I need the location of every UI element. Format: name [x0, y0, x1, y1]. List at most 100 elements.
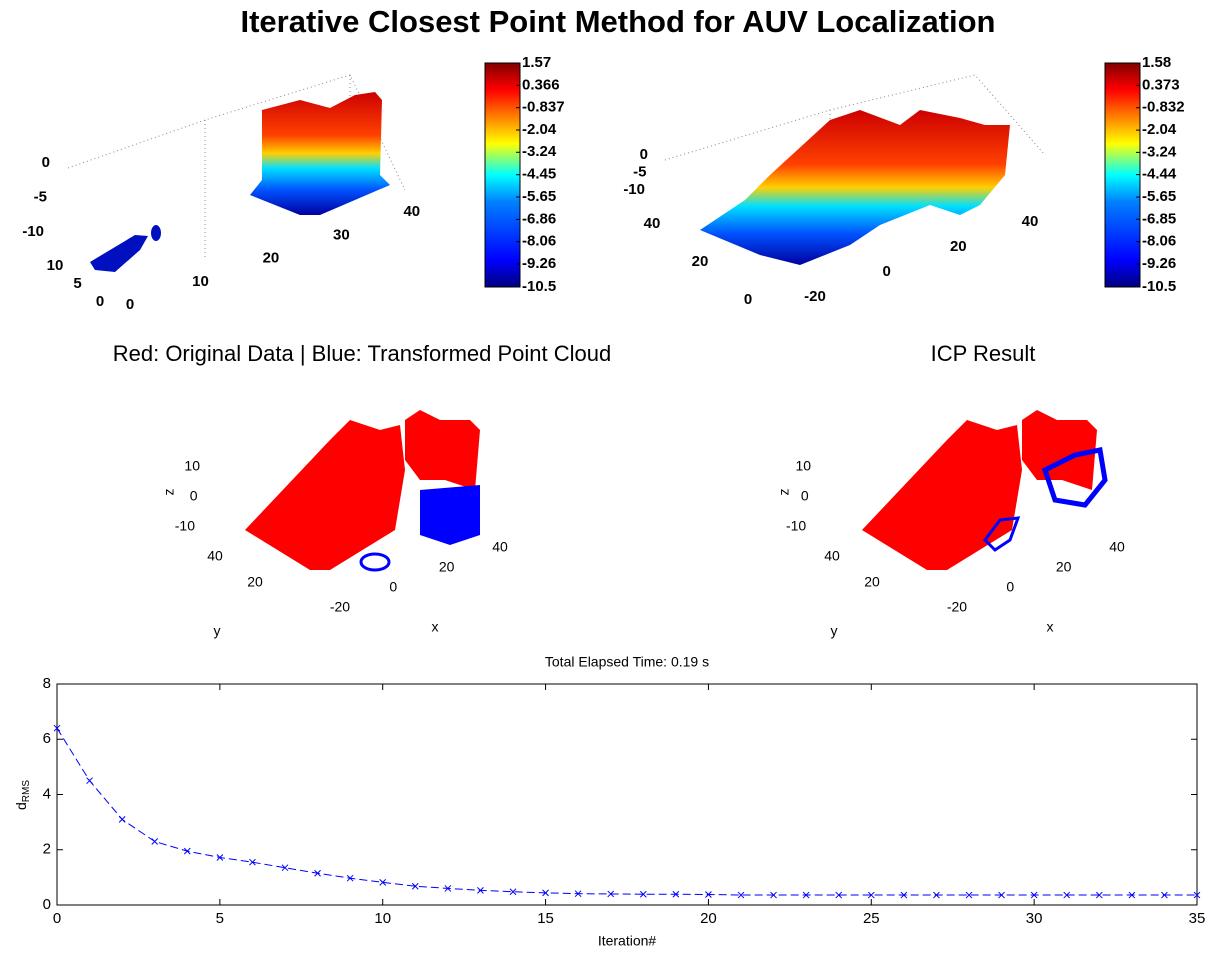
colorbar-tick-label: -10.5: [1142, 278, 1176, 295]
z-tick-label: -5: [633, 163, 646, 180]
x-tick-label: 20: [950, 238, 967, 255]
y-axis-label: y: [214, 623, 221, 639]
point-cloud: [700, 110, 1010, 265]
original-cloud: [862, 420, 1022, 570]
x-tick-label: 0: [1006, 579, 1014, 595]
colorbar-tick-label: -5.65: [1142, 188, 1176, 205]
colorbar: [1104, 62, 1141, 288]
colorbar-tick-label: -2.04: [522, 121, 557, 138]
z-tick-label: 0: [190, 488, 198, 504]
z-tick-label: -10: [175, 518, 195, 534]
data-marker: [802, 891, 810, 899]
plot-frame: [56, 683, 1198, 906]
colorbar-tick-label: -5.65: [522, 188, 556, 205]
z-tick-label: 10: [184, 458, 200, 474]
data-marker: [379, 878, 387, 886]
x-tick-label: 20: [439, 559, 455, 575]
transformed-cloud: [983, 516, 1021, 552]
figure-title: Iterative Closest Point Method for AUV L…: [241, 4, 996, 39]
data-marker: [933, 891, 940, 899]
data-marker: [477, 887, 484, 894]
y-tick-label: 20: [247, 574, 263, 590]
colorbar-tick-label: 1.58: [1142, 54, 1171, 71]
transformed-cloud: [420, 485, 480, 545]
colorbar-tick-label: -4.44: [1142, 166, 1177, 183]
data-marker: [509, 888, 517, 896]
x-tick-label: 40: [403, 203, 420, 220]
data-marker: [1128, 891, 1136, 899]
colorbar-tick-label: 0.373: [1142, 76, 1180, 93]
data-marker: [444, 885, 452, 892]
x-tick-label: -20: [804, 288, 826, 305]
data-marker: [314, 869, 321, 877]
x-tick-label: 0: [126, 296, 134, 313]
data-marker: [1193, 891, 1201, 899]
y-tick-label: 40: [824, 548, 840, 564]
data-marker: [1095, 891, 1103, 899]
x-tick-label: 20: [700, 910, 717, 927]
colorbar-tick-label: -3.24: [1142, 143, 1177, 160]
z-tick-label: -10: [623, 181, 645, 198]
data-marker: [281, 864, 289, 872]
x-tick-label: 30: [1026, 910, 1043, 927]
data-marker: [607, 890, 615, 898]
z-axis-label: z: [161, 489, 177, 496]
x-axis-label: x: [1047, 619, 1054, 635]
data-line: [56, 727, 1197, 896]
x-tick-label: 20: [1056, 559, 1072, 575]
y-axis-label: y: [831, 623, 838, 639]
data-marker: [53, 724, 61, 732]
x-tick-label: -20: [330, 599, 350, 615]
colorbar: [484, 62, 521, 288]
transformed-cloud: [359, 552, 391, 572]
original-cloud: [405, 410, 480, 490]
data-marker: [249, 858, 256, 866]
data-marker: [705, 891, 712, 898]
x-tick-label: 15: [537, 910, 554, 927]
y-tick-label: 20: [864, 574, 880, 590]
data-marker: [1161, 891, 1168, 899]
data-marker: [411, 882, 419, 890]
y-tick-label: 40: [644, 215, 661, 232]
data-marker: [737, 891, 745, 899]
y-axis-label: dRMS: [13, 780, 32, 810]
x-tick-label: 40: [1022, 213, 1039, 230]
point-cloud: [90, 235, 148, 272]
x-tick-label: 30: [333, 226, 350, 243]
chart-title: Total Elapsed Time: 0.19 s: [545, 654, 709, 670]
data-marker: [965, 891, 973, 899]
original-cloud: [1022, 410, 1097, 490]
data-marker: [542, 889, 549, 897]
x-tick-label: 25: [863, 910, 880, 927]
x-tick-label: 0: [53, 910, 61, 927]
colorbar-tick-label: -9.26: [522, 255, 556, 272]
chart-title: ICP Result: [931, 341, 1036, 366]
z-tick-label: -10: [22, 223, 44, 240]
data-marker: [1030, 891, 1038, 899]
colorbar-tick-label: -6.85: [1142, 210, 1176, 227]
data-marker: [672, 890, 680, 898]
y-tick-label: 0: [744, 291, 752, 308]
data-marker: [835, 891, 843, 899]
z-tick-label: -10: [786, 518, 806, 534]
z-tick-label: -5: [34, 189, 47, 206]
colorbar-tick-label: -9.26: [1142, 255, 1176, 272]
colorbar-tick-label: -3.24: [522, 143, 557, 160]
transformed-cloud: [1041, 447, 1108, 508]
x-tick-label: 20: [263, 250, 280, 267]
data-marker: [639, 890, 647, 898]
x-tick-label: 5: [216, 910, 224, 927]
data-marker: [770, 891, 777, 899]
x-axis: [130, 203, 440, 305]
x-tick-label: 35: [1189, 910, 1206, 927]
x-tick-label: -20: [947, 599, 967, 615]
x-tick-label: 0: [389, 579, 397, 595]
y-label-main: d: [13, 802, 29, 810]
y-label-sub: RMS: [21, 780, 32, 803]
data-marker: [867, 891, 875, 899]
z-axis-label: z: [776, 489, 792, 496]
z-tick-label: 0: [801, 488, 809, 504]
data-marker: [998, 891, 1005, 899]
